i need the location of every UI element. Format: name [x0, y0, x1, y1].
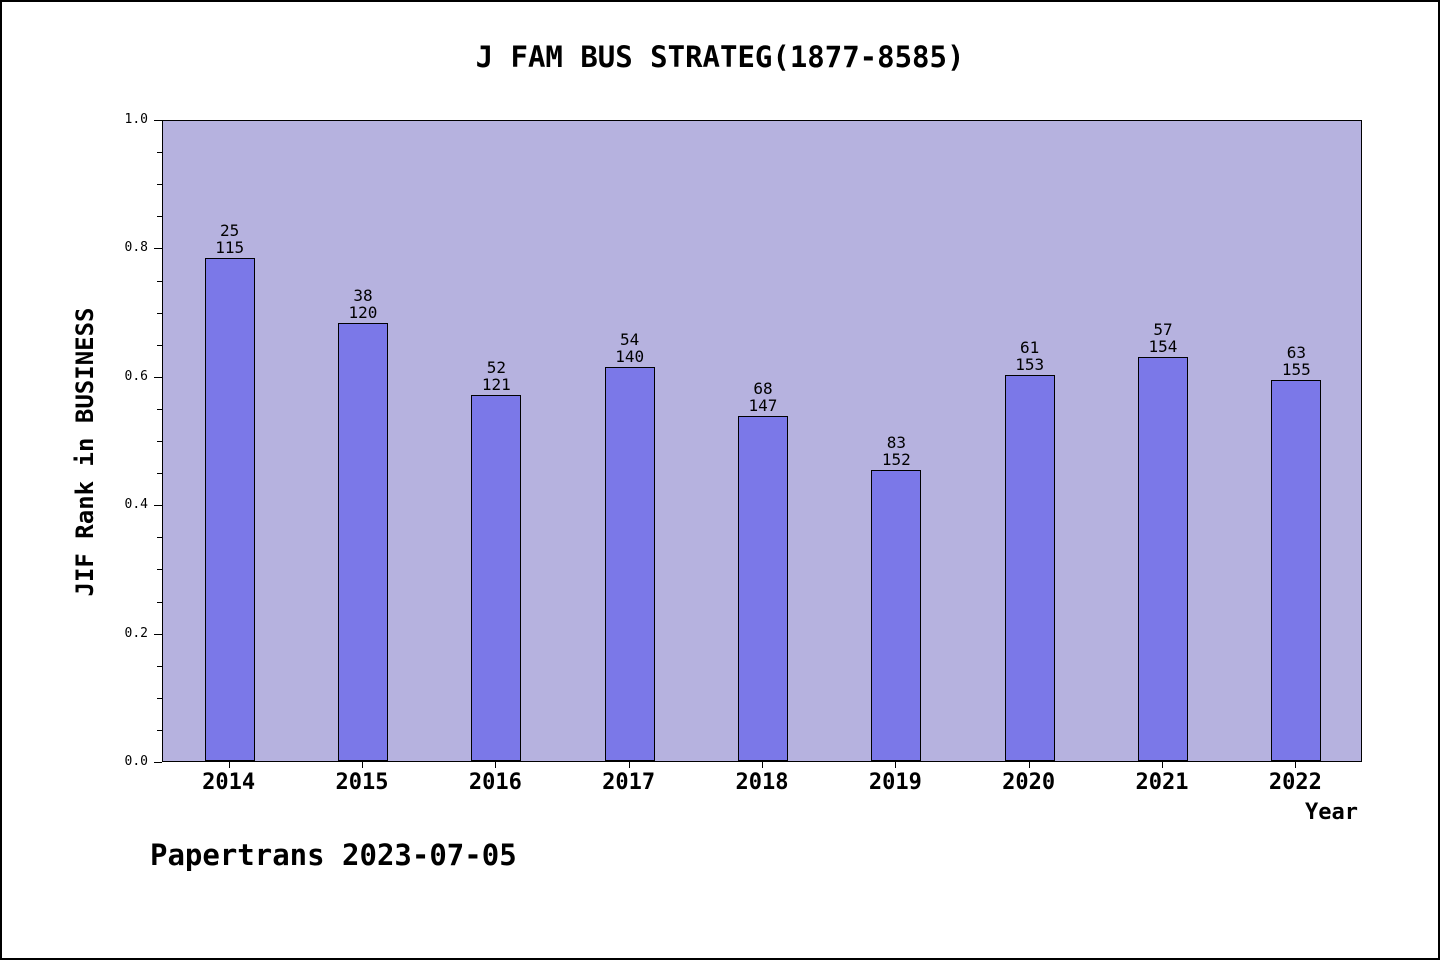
y-minor-tick-mark [157, 216, 162, 218]
bar-rank-value: 68 [753, 379, 773, 399]
x-axis-title: Year [1305, 800, 1358, 825]
x-tick-label-2014: 2014 [202, 770, 256, 795]
bar-rank-value: 63 [1286, 342, 1306, 362]
bar-rank-value: 83 [886, 432, 906, 452]
x-tick-label-2016: 2016 [468, 770, 522, 795]
bar-2017 [604, 366, 655, 761]
bar-value-label-2021: 57 154 [1096, 321, 1229, 357]
bar-rank-value: 57 [1153, 319, 1173, 339]
y-minor-tick-mark [157, 665, 162, 667]
y-tick-label: 0.0 [124, 754, 148, 769]
x-tick-label-2015: 2015 [335, 770, 389, 795]
x-tick-label-2021: 2021 [1135, 770, 1189, 795]
bar-value-label-2020: 61 153 [963, 339, 1096, 375]
y-tick-label: 0.6 [124, 368, 148, 384]
y-minor-tick-mark [157, 729, 162, 731]
bar-total-value: 154 [1148, 336, 1178, 356]
y-minor-tick-mark [157, 601, 162, 603]
y-tick-mark [154, 120, 162, 121]
y-minor-tick-mark [157, 280, 162, 282]
y-tick-mark [154, 248, 162, 250]
bar-2014 [204, 258, 255, 761]
x-tick-mark [1028, 762, 1030, 768]
y-tick-label: 0.8 [124, 240, 148, 256]
y-tick-label: 0.2 [124, 625, 148, 641]
x-tick-mark [628, 762, 630, 768]
bar-value-label-2015: 38 120 [296, 287, 429, 323]
chart-title: J FAM BUS STRATEG(1877-8585) [475, 40, 965, 74]
bar-total-value: 120 [348, 302, 378, 322]
bar-2016 [471, 395, 522, 761]
y-tick-mark [154, 505, 162, 507]
y-minor-tick-mark [157, 569, 162, 571]
x-tick-mark [1162, 762, 1163, 768]
footer-watermark: Papertrans 2023-07-05 [150, 838, 517, 872]
bar-value-label-2022: 63 155 [1230, 344, 1363, 380]
x-tick-label-2018: 2018 [735, 770, 789, 795]
bar-total-value: 153 [1015, 355, 1045, 375]
bar-total-value: 147 [748, 396, 778, 416]
y-tick-mark [154, 633, 162, 635]
bar-rank-value: 38 [353, 285, 373, 305]
x-tick-mark [495, 762, 497, 768]
y-tick-label: 0.4 [124, 497, 148, 513]
bar-2022 [1271, 379, 1322, 761]
bar-rank-value: 61 [1020, 338, 1040, 358]
y-minor-tick-mark [157, 184, 162, 186]
bar-2018 [738, 416, 788, 761]
y-tick-mark [154, 376, 162, 378]
bar-total-value: 140 [615, 346, 645, 366]
x-tick-mark [228, 762, 230, 768]
bar-value-label-2018: 68 147 [696, 380, 829, 416]
bar-total-value: 115 [215, 238, 245, 258]
x-tick-label-2017: 2017 [602, 770, 656, 795]
x-tick-label-2019: 2019 [868, 770, 922, 795]
bar-value-label-2014: 25 115 [163, 222, 296, 258]
y-tick-label: 1.0 [124, 112, 148, 127]
y-minor-tick-mark [157, 473, 162, 475]
y-minor-tick-mark [157, 537, 162, 539]
y-minor-tick-mark [157, 344, 162, 346]
y-tick-mark [154, 762, 162, 763]
x-tick-mark [762, 762, 763, 768]
x-tick-mark [895, 762, 897, 768]
y-minor-tick-mark [157, 312, 162, 314]
bar-rank-value: 54 [620, 329, 640, 349]
plot-area: 25 115 38 120 52 121 54 140 68 147 83 152 61 153 57 154… [162, 120, 1362, 762]
bar-rank-value: 52 [486, 358, 506, 378]
bar-value-label-2017: 54 140 [563, 331, 696, 367]
y-minor-tick-mark [157, 441, 162, 442]
bar-value-label-2016: 52 121 [430, 359, 563, 395]
x-tick-label-2020: 2020 [1002, 770, 1056, 795]
bar-2021 [1138, 356, 1188, 761]
y-minor-tick-mark [157, 408, 162, 410]
bar-2020 [1004, 375, 1055, 761]
bar-total-value: 155 [1281, 359, 1311, 379]
bar-total-value: 121 [481, 375, 511, 395]
x-tick-mark [1295, 762, 1297, 768]
bar-total-value: 152 [881, 449, 911, 469]
x-tick-mark [362, 762, 363, 768]
y-minor-tick-mark [157, 152, 162, 154]
bar-value-label-2019: 83 152 [830, 434, 963, 470]
y-axis-title: JIF Rank in BUSINESS [71, 307, 99, 597]
bar-2019 [871, 469, 922, 761]
bar-2015 [338, 322, 388, 761]
bar-rank-value: 25 [220, 221, 240, 241]
x-tick-label-2022: 2022 [1268, 770, 1322, 795]
y-minor-tick-mark [157, 697, 162, 699]
